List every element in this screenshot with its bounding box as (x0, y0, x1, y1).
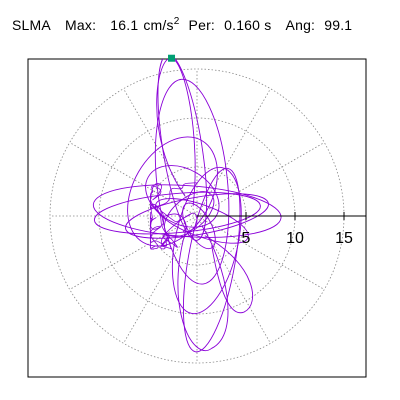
max-value: 16.1 (110, 17, 139, 33)
trace-loop (93, 191, 261, 235)
grid-spoke (123, 215, 198, 344)
grid-spoke (123, 88, 198, 217)
grid-spoke (69, 142, 198, 217)
radial-tick-label: 10 (286, 230, 304, 247)
max-unit: cm/s (143, 17, 174, 33)
trace-loop (127, 136, 218, 247)
ang-value: 99.1 (324, 17, 353, 33)
max-unit-exponent: 2 (173, 16, 180, 27)
ang-label: Ang: (285, 17, 316, 33)
grid-spoke (69, 215, 198, 290)
peak-marker (168, 54, 176, 62)
trace-loop (171, 166, 242, 315)
trace-peak-loop (156, 59, 196, 207)
trace-center-scribble (149, 182, 198, 250)
radial-tick-label: 5 (242, 230, 251, 247)
trace-loop (183, 167, 241, 353)
station-code: SLMA (12, 17, 51, 33)
trace-loop (154, 78, 230, 285)
trace-right-loop (204, 235, 253, 314)
trace-lower-loop (177, 225, 229, 351)
grid-spoke (196, 215, 325, 290)
grid-spoke (196, 88, 271, 217)
max-label: Max: (65, 17, 97, 33)
per-value: 0.160 s (224, 17, 272, 33)
radial-axis: 5 10 15 (197, 212, 366, 247)
trace-loop (155, 198, 249, 244)
per-label: Per: (188, 17, 216, 33)
title-bar: SLMA Max: 16.1 cm/s2 Per: 0.160 s Ang: 99… (12, 16, 352, 33)
radial-tick-label: 15 (335, 230, 353, 247)
grid-spoke (196, 142, 325, 217)
